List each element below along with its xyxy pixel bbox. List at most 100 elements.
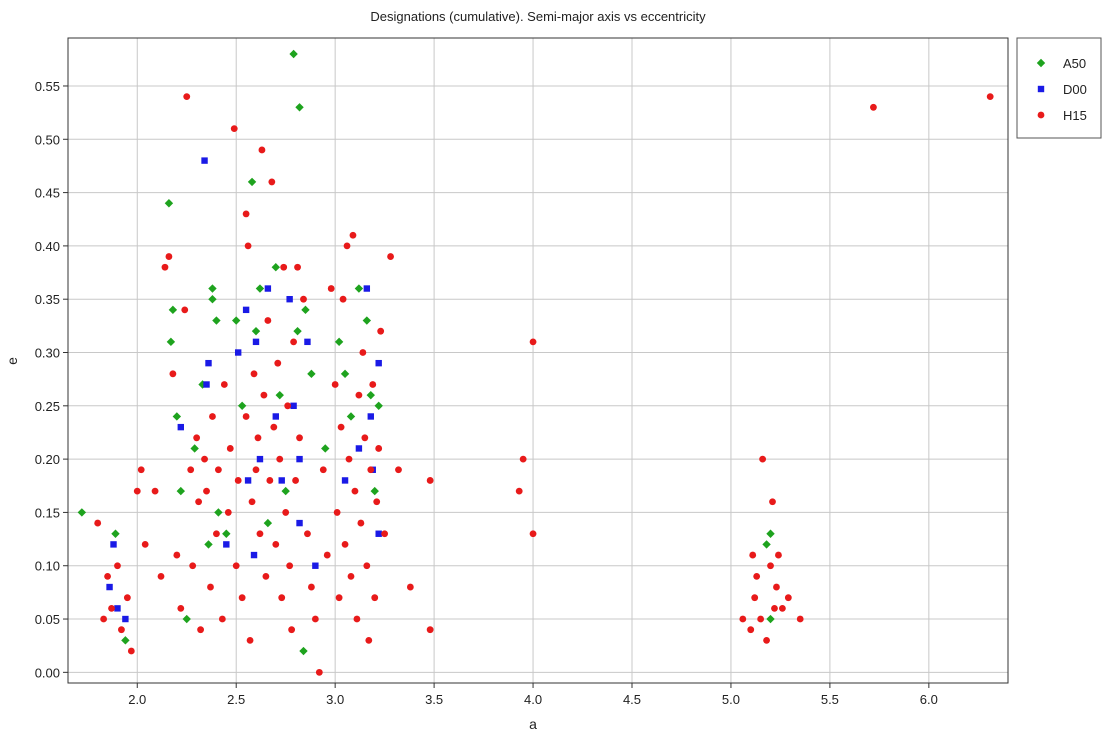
point-h15	[308, 583, 315, 591]
point-h15	[254, 434, 262, 442]
point-h15	[373, 498, 381, 506]
point-a50	[301, 305, 310, 315]
point-h15	[377, 327, 385, 335]
point-h15	[351, 487, 359, 495]
point-h15	[426, 626, 434, 634]
point-d00	[312, 562, 319, 569]
point-h15	[395, 466, 402, 474]
point-d00	[201, 157, 208, 164]
point-d00	[367, 413, 374, 420]
point-h15	[189, 562, 197, 570]
point-h15	[256, 530, 264, 538]
point-d00	[242, 306, 250, 314]
point-d00	[272, 413, 279, 420]
point-h15	[357, 519, 365, 527]
y-axis-ticks: 0.00 0.05 0.10 0.15 0.20 0.25 0.30 0.35 0.40 0.45…	[35, 79, 68, 680]
y-tick-label: 0.20	[35, 452, 60, 467]
point-h15	[118, 626, 125, 634]
point-h15	[272, 541, 280, 548]
point-h15	[94, 519, 102, 527]
point-a50	[164, 199, 174, 208]
point-h15	[238, 594, 246, 602]
point-h15	[286, 562, 294, 570]
point-h15	[296, 434, 303, 442]
legend-label-d00: D00	[1063, 82, 1087, 97]
point-h15	[270, 423, 278, 431]
point-h15	[749, 551, 757, 559]
point-a50	[766, 614, 775, 624]
point-d00	[363, 285, 371, 292]
point-h15	[753, 572, 761, 580]
point-h15	[355, 391, 363, 399]
point-h15	[250, 370, 258, 378]
y-tick-label: 0.35	[35, 292, 60, 307]
point-h15	[207, 583, 214, 591]
point-h15	[266, 477, 274, 484]
x-tick-label: 2.5	[227, 692, 245, 707]
point-a50	[111, 529, 120, 538]
legend-label-a50: A50	[1063, 56, 1086, 71]
point-h15	[288, 626, 296, 634]
point-h15	[870, 103, 877, 111]
point-h15	[201, 455, 208, 463]
point-a50	[190, 444, 199, 453]
point-h15	[232, 562, 240, 570]
point-h15	[367, 466, 375, 474]
point-h15	[739, 615, 747, 623]
x-tick-label: 3.0	[326, 692, 344, 707]
point-a50	[172, 412, 182, 421]
point-a50	[289, 49, 298, 59]
point-h15	[197, 626, 204, 634]
point-a50	[263, 518, 273, 528]
point-h15	[260, 391, 268, 399]
point-h15	[161, 263, 169, 271]
point-h15	[406, 583, 414, 591]
y-tick-label: 0.45	[35, 186, 60, 201]
point-h15	[331, 381, 339, 388]
point-h15	[244, 242, 252, 250]
point-d00	[114, 605, 121, 612]
data-points	[77, 49, 994, 676]
x-tick-label: 4.0	[524, 692, 542, 707]
point-h15	[234, 477, 242, 484]
x-tick-label: 2.0	[128, 692, 146, 707]
plot-area-frame	[67, 37, 1009, 684]
x-tick-label: 6.0	[920, 692, 938, 707]
point-h15	[218, 615, 226, 623]
series-a50	[77, 49, 775, 656]
point-h15	[141, 541, 149, 548]
point-h15	[278, 594, 286, 602]
point-a50	[354, 284, 364, 293]
point-h15	[335, 594, 343, 602]
x-tick-label: 5.0	[722, 692, 740, 707]
legend: A50 D00 H15	[1016, 37, 1102, 139]
point-a50	[340, 369, 350, 379]
point-d00	[264, 285, 272, 292]
point-h15	[290, 338, 297, 346]
point-h15	[323, 551, 331, 559]
point-a50	[204, 540, 213, 549]
y-tick-label: 0.40	[35, 239, 60, 254]
point-h15	[220, 381, 228, 388]
point-a50	[374, 401, 383, 411]
point-d00	[375, 359, 382, 367]
point-h15	[387, 253, 394, 260]
point-h15	[341, 541, 349, 548]
chart-title: Designations (cumulative). Semi-major ax…	[370, 9, 706, 24]
legend-marker-h15	[1037, 111, 1045, 119]
point-a50	[255, 284, 265, 293]
point-h15	[369, 381, 377, 388]
point-h15	[181, 306, 189, 314]
point-h15	[365, 636, 373, 644]
point-h15	[280, 263, 288, 271]
point-a50	[166, 337, 176, 347]
point-h15	[775, 551, 782, 559]
y-tick-label: 0.55	[35, 79, 60, 94]
point-h15	[773, 583, 780, 591]
point-h15	[203, 487, 210, 495]
legend-marker-d00	[1037, 85, 1045, 93]
point-h15	[343, 242, 351, 250]
point-h15	[187, 466, 195, 474]
point-h15	[242, 210, 250, 218]
